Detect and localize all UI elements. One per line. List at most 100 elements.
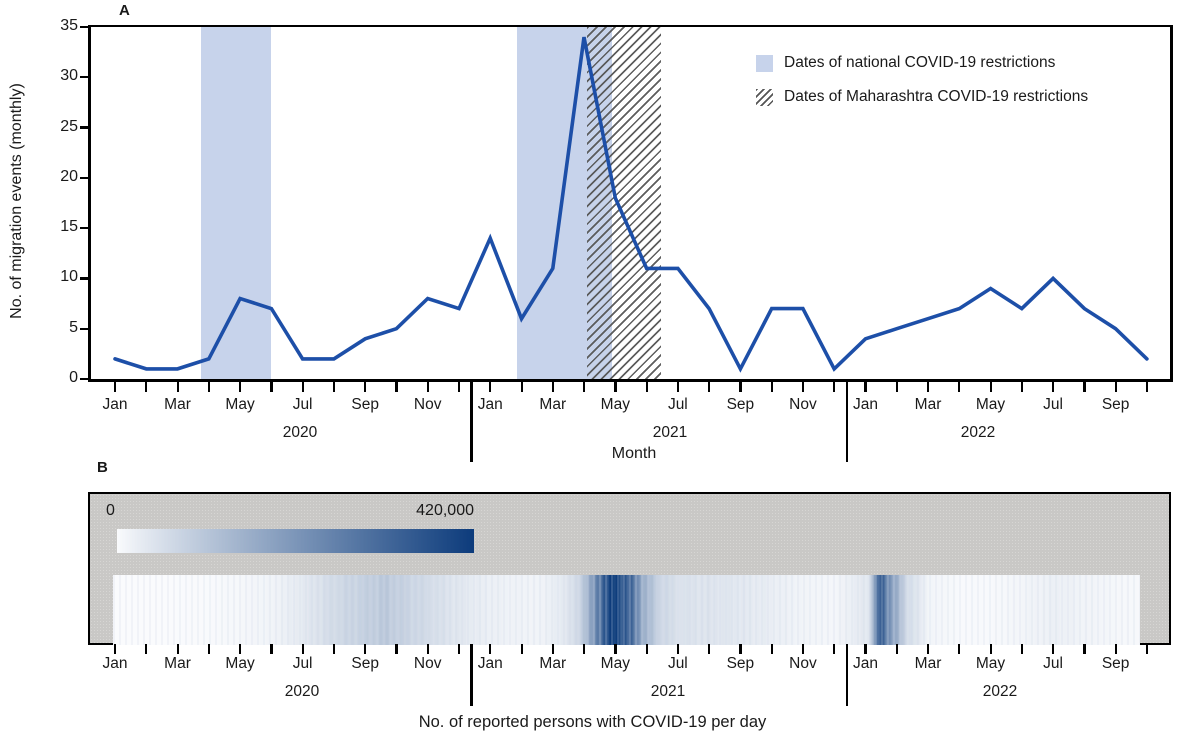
legend: Dates of national COVID-19 restrictions … [756,46,1088,114]
x-tick-label: Jan [102,655,128,672]
x-tick [801,382,805,392]
x-tick-label: Mar [164,655,191,672]
x-tick-label: Jul [292,396,313,413]
x-tick [927,644,930,654]
x-tick [145,382,148,392]
x-tick-label: May [600,396,630,413]
x-tick [1052,382,1055,392]
x-tick [676,644,680,654]
x-tick-label: Jul [667,655,688,672]
x-tick [207,382,210,392]
x-tick [395,644,398,654]
x-tick-label: Jan [852,655,878,672]
x-tick [864,382,867,392]
x-tick [770,382,773,392]
y-tick-label: 10 [60,268,78,286]
x-tick-label: Sep [726,396,755,413]
x-tick [833,644,836,654]
x-tick-label: Mar [539,655,567,672]
y-tick-label: 0 [69,369,78,386]
x-tick [270,382,273,392]
heatmap-daily-texture [113,575,1140,645]
migration-events-line-svg [113,36,1149,373]
year-label: 2020 [282,424,318,441]
y-tick [80,76,89,79]
y-tick-label: 25 [60,117,78,135]
y-tick-label: 15 [60,218,78,236]
x-tick-label: May [600,655,630,672]
year-label: 2021 [652,424,688,441]
x-tick-label: Sep [351,396,379,413]
y-tick [80,277,89,280]
x-tick [1114,382,1117,392]
x-tick-label: Sep [351,655,379,672]
x-tick-label: Jan [477,655,503,672]
x-tick [833,382,836,392]
y-axis-line [87,25,91,382]
solid-band-swatch-icon [756,54,773,72]
x-tick [989,382,992,392]
x-tick [895,644,898,654]
daily-cases-heatmap-strip [113,575,1140,645]
x-tick [145,644,148,654]
x-tick [927,382,930,392]
x-tick-label: Sep [1101,396,1130,413]
legend-label-national: Dates of national COVID-19 restrictions [784,54,1056,71]
x-tick-label: Mar [914,655,942,672]
x-tick [1052,644,1055,654]
x-tick [739,644,742,654]
migration-events-line [113,36,1149,373]
x-tick-label: Nov [789,655,817,672]
y-tick-label: 35 [60,17,78,34]
x-tick [583,382,586,392]
x-tick [614,644,617,654]
x-axis-title: Month [611,445,657,462]
y-tick [80,377,89,381]
year-label: 2021 [650,683,686,700]
x-tick [958,382,961,392]
x-tick [551,644,554,654]
x-tick [645,382,648,392]
x-tick [426,382,429,392]
x-tick-label: Jan [102,396,128,413]
y-tick [80,226,89,230]
x-tick-label: May [225,655,255,672]
x-tick [1114,644,1117,654]
x-tick [645,644,648,654]
year-divider-line [845,644,848,706]
restriction-band-maharashtra-restrictions-2021 [587,27,661,379]
x-tick-label: Jul [1043,655,1063,672]
x-tick [114,382,117,392]
x-tick [489,382,492,392]
x-tick-label: Jul [1043,396,1063,413]
x-tick [583,644,586,654]
x-tick [520,382,523,392]
panel-a-label: A [119,2,130,19]
year-divider-line [470,380,473,462]
line-plot-area [90,27,1170,379]
colorbar-max-label: 420,000 [416,502,474,519]
x-tick [176,382,179,392]
x-tick [489,644,492,654]
x-tick-label: Jul [292,655,313,672]
y-tick [80,176,89,180]
x-tick [114,644,117,654]
x-tick-label: May [225,396,255,413]
x-tick [551,382,554,392]
x-tick [332,382,336,392]
x-tick-label: Sep [1101,655,1130,672]
x-tick [739,382,742,392]
x-tick-label: May [975,655,1006,672]
x-tick [457,644,461,654]
x-tick-label: Jan [852,396,878,413]
y-tick-label: 30 [60,67,78,85]
x-tick [364,644,367,654]
x-tick [239,644,242,654]
x-tick-label: Nov [413,396,442,413]
x-axis-line [87,379,1173,382]
x-tick [301,382,304,392]
x-tick-label: Nov [789,396,817,413]
panel-b-label: B [97,459,108,476]
hatched-band-swatch-icon [756,88,773,106]
